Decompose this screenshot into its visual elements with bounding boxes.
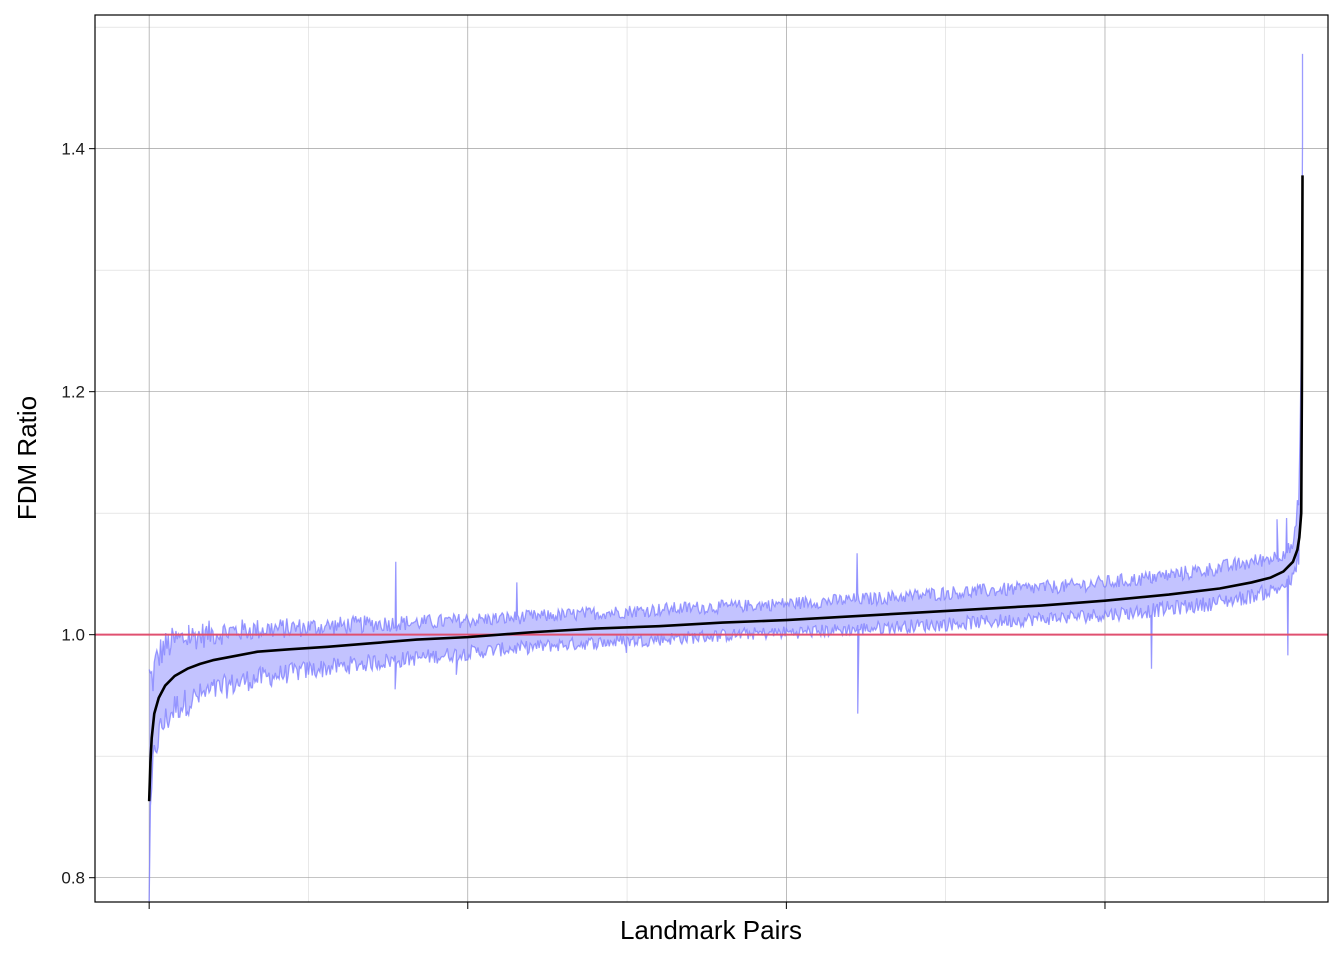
x-axis	[148, 902, 1106, 909]
median-line	[147, 175, 1304, 802]
confidence-band-upper	[148, 53, 1304, 692]
plot-panel	[95, 15, 1328, 902]
y-axis: 0.8 1.0 1.2 1.4	[61, 140, 95, 888]
y-tick-label: 1.0	[61, 626, 85, 645]
plot-border	[94, 14, 1329, 903]
median-line-layer	[147, 175, 1304, 802]
y-axis-title: FDM Ratio	[12, 396, 42, 520]
confidence-band-lower	[148, 208, 1304, 902]
y-tick-label: 1.2	[61, 383, 85, 402]
x-axis-title: Landmark Pairs	[620, 915, 802, 945]
y-tick-label: 0.8	[61, 869, 85, 888]
confidence-band	[148, 53, 1304, 902]
minor-gridlines	[95, 15, 1328, 902]
y-tick-label: 1.4	[61, 140, 85, 159]
